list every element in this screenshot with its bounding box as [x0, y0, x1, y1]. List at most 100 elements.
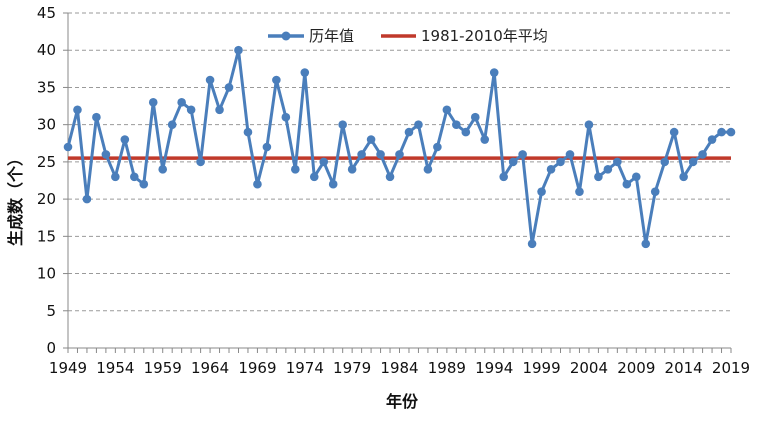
data-point [253, 179, 262, 189]
data-point [594, 172, 603, 182]
data-point [243, 127, 253, 137]
x-tick-label: 1994 [475, 359, 513, 377]
data-point [660, 157, 669, 167]
data-point [158, 165, 168, 174]
data-point [546, 165, 556, 174]
data-point [234, 45, 243, 55]
annual-series-line [66, 48, 731, 246]
data-point [319, 157, 329, 167]
data-point [167, 120, 177, 129]
data-point [101, 150, 111, 159]
x-axis-title: 年份 [386, 392, 419, 411]
x-tick-label: 1949 [49, 359, 87, 377]
data-point [281, 112, 291, 122]
data-point [575, 187, 584, 196]
x-tick-label: 1999 [522, 359, 560, 377]
data-point [130, 172, 139, 182]
data-point [177, 98, 186, 107]
data-point [215, 105, 224, 115]
data-point [309, 172, 319, 182]
data-point [73, 105, 82, 115]
y-tick-label: 30 [37, 116, 56, 134]
x-tick-label: 1959 [144, 359, 182, 377]
data-point [196, 157, 205, 167]
data-point [452, 120, 461, 129]
data-point [395, 150, 404, 159]
data-point [565, 150, 575, 159]
y-tick-label: 35 [37, 78, 56, 96]
y-tick-labels: 0 5 10 15 20 25 30 35 40 45 [37, 4, 56, 357]
data-point [613, 157, 622, 167]
x-tick-label: 1954 [96, 359, 134, 377]
y-tick-label: 20 [37, 190, 56, 208]
x-tick-labels: 1949 1954 1959 1964 1969 1974 1979 1984 1989 1994… [49, 359, 750, 377]
x-tick-label: 2004 [570, 359, 608, 377]
data-point [556, 157, 565, 167]
data-point [622, 179, 632, 189]
data-point [679, 172, 688, 182]
legend-label-average: 1981-2010年平均 [421, 27, 548, 45]
data-point [414, 120, 423, 129]
data-point [262, 142, 272, 152]
data-point [489, 68, 499, 77]
data-point [707, 135, 717, 144]
grid [68, 12, 731, 312]
data-point [442, 105, 452, 115]
data-point [603, 165, 613, 174]
data-point [120, 135, 130, 144]
data-point [433, 142, 442, 152]
x-tick-label: 2019 [712, 359, 750, 377]
data-point [726, 127, 736, 137]
x-tick-label: 1964 [191, 359, 229, 377]
y-axis-title: 生成数（个） [6, 150, 25, 246]
data-point [650, 187, 660, 196]
data-point [139, 179, 149, 189]
legend-label-annual: 历年值 [309, 27, 354, 45]
data-point [641, 239, 651, 249]
data-point [631, 172, 641, 182]
x-tick-label: 1979 [333, 359, 371, 377]
y-tick-label: 25 [37, 153, 56, 171]
annual-series [63, 45, 736, 249]
data-point [357, 150, 366, 159]
data-point [518, 150, 527, 159]
data-point [82, 194, 92, 204]
y-tick-label: 5 [46, 302, 56, 320]
data-point [717, 127, 726, 137]
y-tick-label: 15 [37, 227, 56, 245]
data-point [148, 98, 158, 107]
data-point [186, 105, 196, 115]
legend-marker-annual [281, 31, 291, 41]
x-tick-label: 1969 [238, 359, 276, 377]
data-point [385, 172, 395, 182]
data-point [698, 150, 707, 159]
y-tick-label: 45 [37, 4, 56, 22]
x-tick-label: 1984 [380, 359, 418, 377]
data-point [376, 150, 385, 159]
data-point [480, 135, 490, 144]
data-point [470, 112, 480, 122]
data-point [508, 157, 518, 167]
data-point [224, 83, 234, 92]
data-point [366, 135, 376, 144]
data-point [328, 179, 338, 189]
x-tick-label: 1974 [286, 359, 324, 377]
axes [63, 12, 732, 353]
x-tick-label: 2009 [617, 359, 655, 377]
data-point [92, 112, 101, 122]
data-point [205, 75, 215, 85]
y-tick-label: 40 [37, 41, 56, 59]
x-tick-label: 1989 [428, 359, 466, 377]
data-point [499, 172, 508, 182]
data-point [537, 187, 546, 196]
data-point [291, 165, 300, 174]
data-point [63, 142, 73, 152]
data-point [461, 127, 471, 137]
data-point [347, 165, 357, 174]
y-tick-label: 0 [46, 339, 56, 357]
data-point [669, 127, 679, 137]
data-point [527, 239, 537, 249]
data-point [688, 157, 698, 167]
data-point [584, 120, 594, 129]
